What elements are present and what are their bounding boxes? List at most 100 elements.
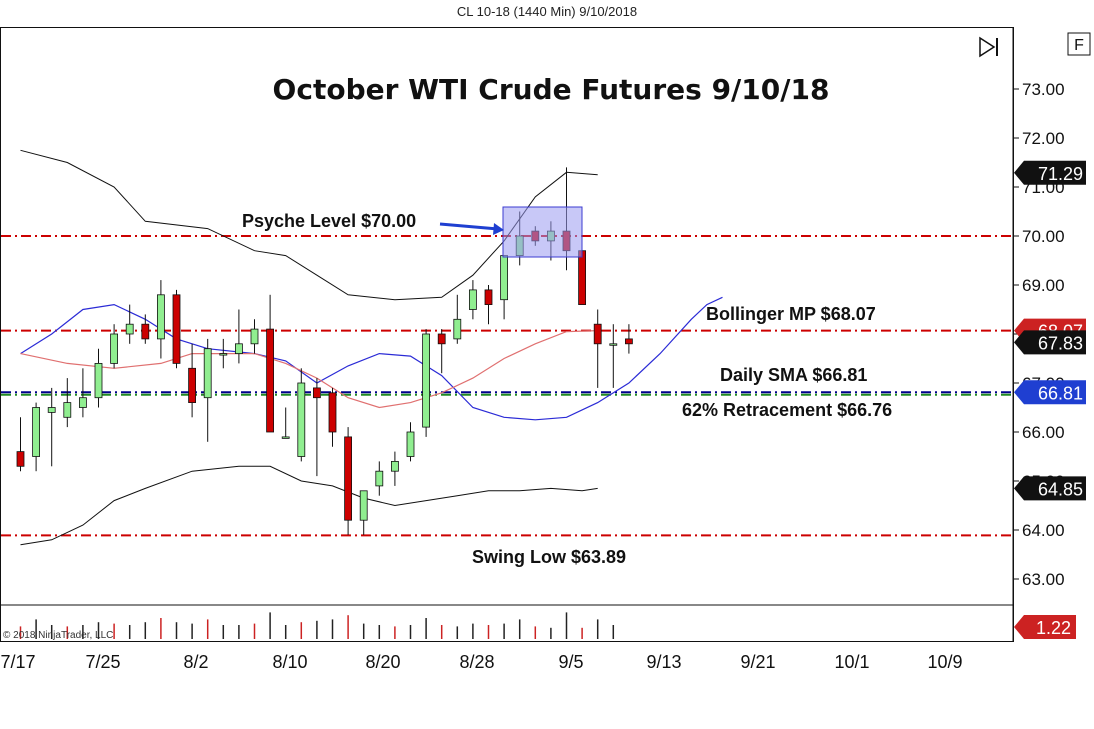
candle[interactable] xyxy=(359,490,368,535)
volume-bars xyxy=(19,612,615,639)
skip-forward-icon[interactable] xyxy=(979,36,998,58)
candle[interactable] xyxy=(297,368,306,462)
y-tick-label: 69.00 xyxy=(1022,276,1065,295)
candle[interactable] xyxy=(468,280,477,320)
daily-sma-label: Daily SMA $66.81 xyxy=(720,365,867,385)
candle[interactable] xyxy=(484,285,493,325)
price-tag-text: 66.81 xyxy=(1038,383,1083,403)
candle[interactable] xyxy=(406,422,415,462)
y-tick-label: 64.00 xyxy=(1022,521,1065,540)
candle-body xyxy=(219,353,228,356)
volume-tag-text: 1.22 xyxy=(1036,618,1071,638)
volume-tag: 1.22 xyxy=(1014,615,1076,639)
bollinger-lower-line xyxy=(20,465,598,546)
candle[interactable] xyxy=(47,387,56,467)
candle[interactable] xyxy=(203,338,212,442)
candle-body xyxy=(156,294,165,340)
candle[interactable] xyxy=(344,427,353,535)
x-tick-label: 9/21 xyxy=(740,652,775,672)
price-tag: 67.83 xyxy=(1014,330,1086,355)
candle-body xyxy=(281,436,290,439)
candle[interactable] xyxy=(188,343,197,418)
candle-body xyxy=(390,460,399,472)
candle[interactable] xyxy=(422,329,431,437)
psyche-level-label: Psyche Level $70.00 xyxy=(242,211,416,231)
candle-body xyxy=(234,343,243,354)
y-tick-label: 72.00 xyxy=(1022,129,1065,148)
candle[interactable] xyxy=(328,387,337,447)
price-tag: 66.81 xyxy=(1014,380,1086,405)
candle-body xyxy=(359,490,368,521)
window-title: CL 10-18 (1440 Min) 9/10/2018 xyxy=(456,4,638,19)
x-tick-label: 10/1 xyxy=(834,652,869,672)
candle[interactable] xyxy=(250,319,259,354)
candle[interactable] xyxy=(437,329,446,374)
candle-body xyxy=(172,294,181,364)
candle-body xyxy=(328,392,337,433)
y-tick-label: 66.00 xyxy=(1022,423,1065,442)
candle[interactable] xyxy=(281,407,290,439)
psyche-arrow-head xyxy=(493,223,504,235)
candle-body xyxy=(437,333,446,345)
candle[interactable] xyxy=(375,461,384,496)
candle-body xyxy=(609,343,618,346)
volume-tag-shape xyxy=(1014,615,1076,639)
candle[interactable] xyxy=(32,402,40,472)
candle-body xyxy=(203,348,212,399)
x-tick-label: 7/17 xyxy=(0,652,35,672)
price-tag: 71.29 xyxy=(1014,160,1086,185)
x-tick-label: 10/9 xyxy=(927,652,962,672)
price-tag-shape xyxy=(1014,160,1086,185)
bollinger-mp-label: Bollinger MP $68.07 xyxy=(706,304,876,324)
candle[interactable] xyxy=(453,294,462,344)
y-tick-label: 70.00 xyxy=(1022,227,1065,246)
candle[interactable] xyxy=(609,324,618,388)
price-chart[interactable]: 73.0072.0071.0070.0069.0068.0067.0066.00… xyxy=(0,26,1094,729)
x-tick-label: 9/5 xyxy=(558,652,583,672)
candle[interactable] xyxy=(16,417,25,472)
f-button[interactable]: F xyxy=(1067,32,1091,56)
candle-body xyxy=(375,470,384,487)
price-tag-text: 67.83 xyxy=(1038,333,1083,353)
candle[interactable] xyxy=(390,451,399,486)
candle[interactable] xyxy=(578,250,586,305)
candle[interactable] xyxy=(172,289,181,369)
x-tick-label: 8/10 xyxy=(272,652,307,672)
candle[interactable] xyxy=(94,348,103,408)
candle-body xyxy=(422,333,431,428)
swing-low-label: Swing Low $63.89 xyxy=(472,547,626,567)
candle-body xyxy=(32,407,40,457)
date-axis[interactable]: 7/17 7/25 8/2 8/10 8/20 8/28 9/5 9/13 9/21 10/1 10… xyxy=(0,652,962,672)
candle[interactable] xyxy=(593,309,602,388)
x-tick-label: 8/2 xyxy=(183,652,208,672)
candle[interactable] xyxy=(79,368,87,418)
chart-title: October WTI Crude Futures 9/10/18 xyxy=(273,73,830,106)
x-tick-label: 8/28 xyxy=(459,652,494,672)
candle[interactable] xyxy=(234,309,243,364)
candle[interactable] xyxy=(141,314,150,344)
candle-body xyxy=(593,323,602,345)
candle[interactable] xyxy=(625,324,633,354)
candle[interactable] xyxy=(110,324,118,369)
candle-body xyxy=(110,333,118,364)
candle-body xyxy=(266,328,275,433)
candle-body xyxy=(125,323,134,335)
retracement-label: 62% Retracement $66.76 xyxy=(682,400,892,420)
y-tick-label: 63.00 xyxy=(1022,570,1065,589)
candle[interactable] xyxy=(312,378,321,477)
candle[interactable] xyxy=(63,378,72,428)
candle[interactable] xyxy=(266,294,275,433)
candle[interactable] xyxy=(125,304,134,344)
candle-body xyxy=(250,328,259,345)
candle-body xyxy=(47,407,56,413)
candle[interactable] xyxy=(156,280,165,359)
candlesticks[interactable] xyxy=(16,167,633,535)
candle-body xyxy=(578,250,586,305)
price-tag-shape xyxy=(1014,476,1086,501)
candle[interactable] xyxy=(219,338,228,369)
candle-body xyxy=(312,387,321,399)
candle-body xyxy=(500,255,509,301)
candle-body xyxy=(79,397,87,408)
price-tag-text: 64.85 xyxy=(1038,479,1083,499)
